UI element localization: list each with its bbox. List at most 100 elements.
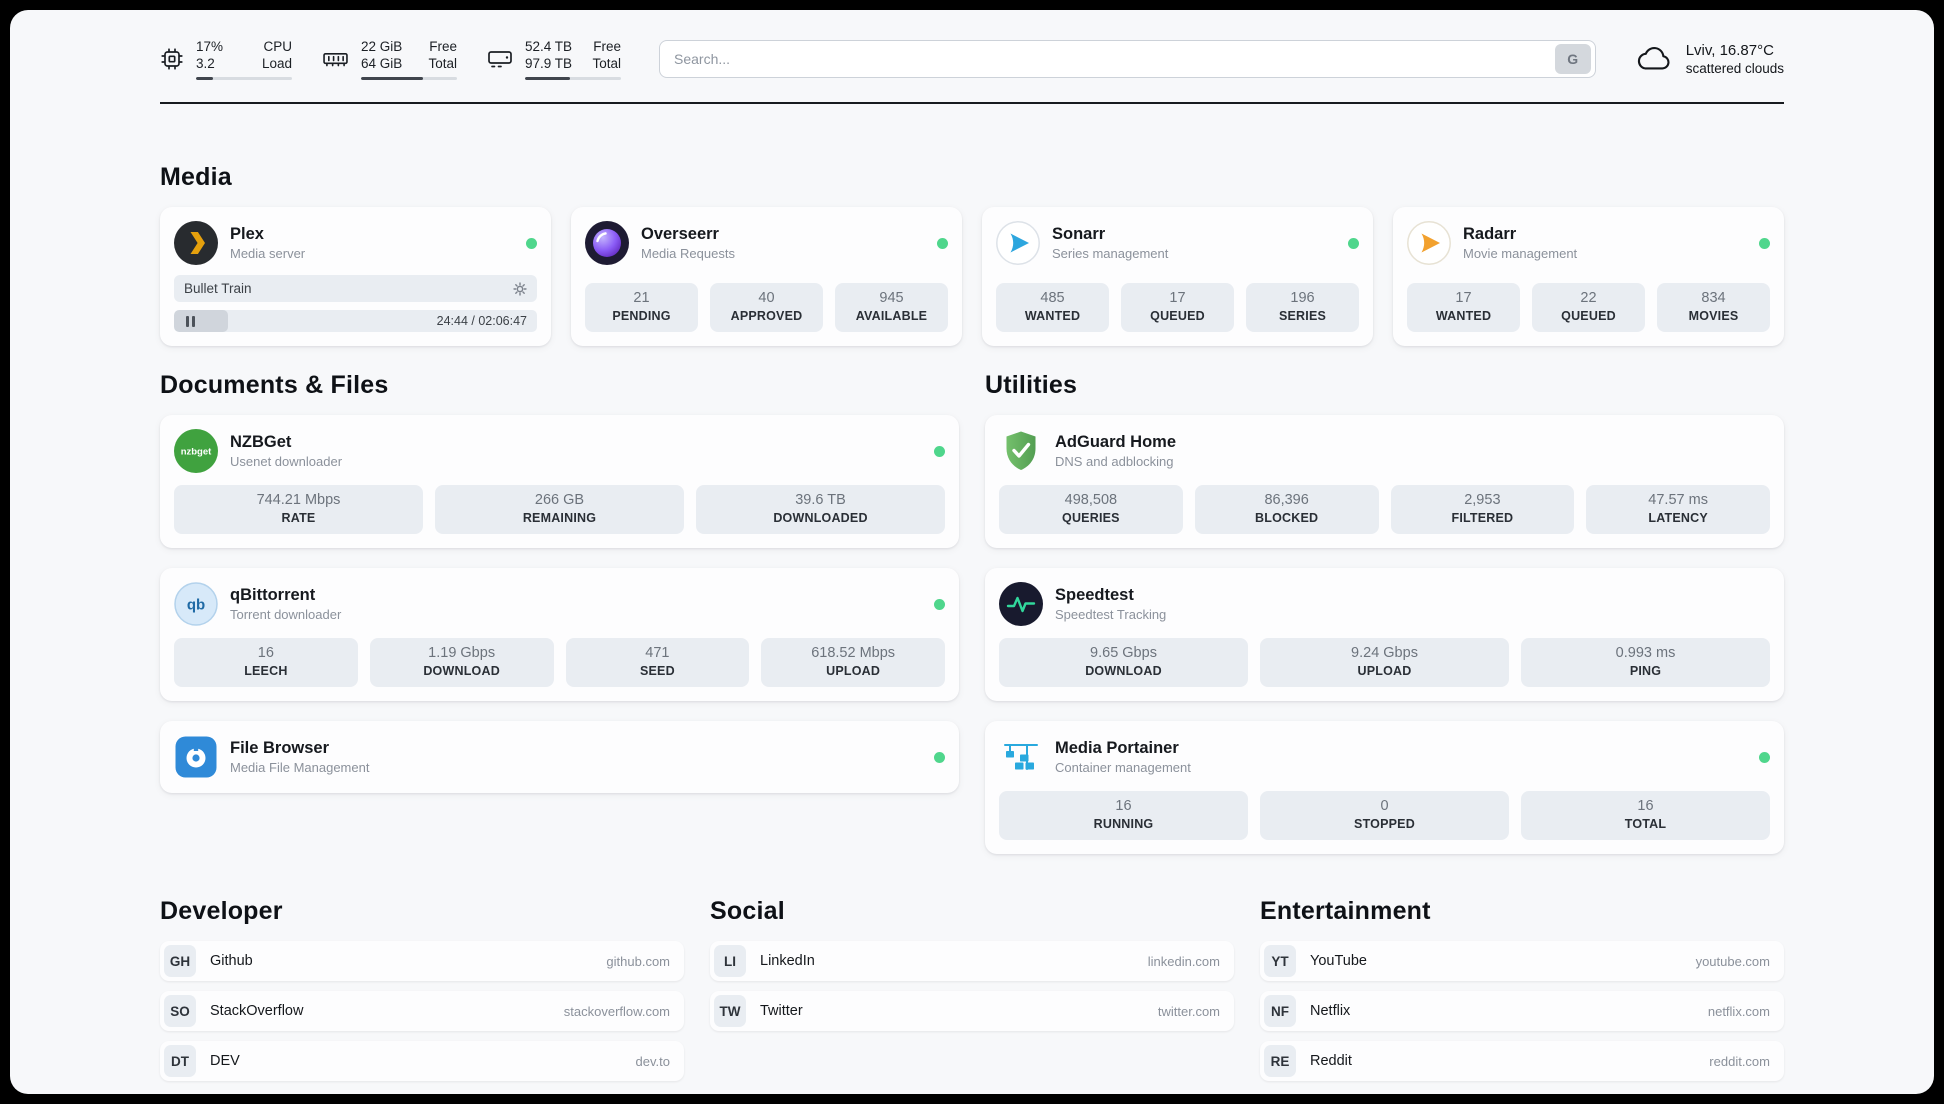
stat-box: 16 LEECH <box>174 638 358 687</box>
bookmark-netflix[interactable]: NF Netflix netflix.com <box>1260 991 1784 1031</box>
bookmark-abbr: DT <box>164 1045 196 1077</box>
disk-free-label: Free <box>593 39 621 54</box>
settings-gear-icon[interactable] <box>513 281 527 296</box>
plex-card[interactable]: Plex Media server Bullet Train 24:44 / 0 <box>160 207 551 346</box>
stat-value: 40 <box>758 290 775 306</box>
playback-time: 24:44 / 02:06:47 <box>436 314 527 328</box>
bookmark-group-social: Social LI LinkedIn linkedin.com TW Twitt… <box>710 896 1234 1081</box>
radarr-card[interactable]: Radarr Movie management 17 WANTED 22 QUE… <box>1393 207 1784 346</box>
app-desc: Torrent downloader <box>230 607 342 622</box>
ram-total-value: 64 GiB <box>361 56 403 71</box>
app-desc: Container management <box>1055 760 1191 775</box>
stat-label: MOVIES <box>1688 309 1739 323</box>
stat-box: 17 WANTED <box>1407 283 1520 332</box>
stat-label: SEED <box>639 664 675 678</box>
section-title-developer: Developer <box>160 897 283 925</box>
bookmark-twitter[interactable]: TW Twitter twitter.com <box>710 991 1234 1031</box>
ram-total-label: Total <box>428 56 457 71</box>
bookmark-abbr: RE <box>1264 1045 1296 1077</box>
app-name: File Browser <box>230 739 330 757</box>
cpu-widget: 17% CPU 3.2 Load <box>160 38 292 80</box>
app-name: NZBGet <box>230 433 292 451</box>
stat-value: 1.19 Gbps <box>428 645 496 661</box>
filebrowser-card[interactable]: File Browser Media File Management <box>160 721 959 793</box>
stat-box: 196 SERIES <box>1246 283 1359 332</box>
bookmark-abbr: YT <box>1264 945 1296 977</box>
bookmark-youtube[interactable]: YT YouTube youtube.com <box>1260 941 1784 981</box>
weather-condition: scattered clouds <box>1685 60 1784 76</box>
disk-total-value: 97.9 TB <box>525 56 573 71</box>
disk-free-value: 52.4 TB <box>525 39 573 54</box>
pause-button[interactable] <box>174 315 207 327</box>
bookmark-github[interactable]: GH Github github.com <box>160 941 684 981</box>
sonarr-icon <box>996 221 1040 265</box>
search-input[interactable] <box>674 51 1555 67</box>
stat-label: WANTED <box>1024 309 1081 323</box>
sonarr-card[interactable]: Sonarr Series management 485 WANTED 17 Q… <box>982 207 1373 346</box>
ram-widget: 22 GiB Free 64 GiB Total <box>322 38 457 80</box>
stat-value: 196 <box>1290 290 1315 306</box>
stat-box: 16 RUNNING <box>999 791 1248 840</box>
cpu-label: CPU <box>263 39 292 54</box>
stat-label: TOTAL <box>1624 817 1667 831</box>
stat-value: 2,953 <box>1464 492 1501 508</box>
status-dot <box>1759 237 1770 249</box>
overseerr-card[interactable]: Overseerr Media Requests 21 PENDING 40 A… <box>571 207 962 346</box>
app-name: Overseerr <box>641 225 719 243</box>
bookmark-abbr: SO <box>164 995 196 1027</box>
stat-box: 0 STOPPED <box>1260 791 1509 840</box>
playback-progress-bar[interactable]: 24:44 / 02:06:47 <box>174 310 537 332</box>
bookmark-abbr: GH <box>164 945 196 977</box>
bookmark-stackoverflow[interactable]: SO StackOverflow stackoverflow.com <box>160 991 684 1031</box>
bookmark-url: linkedin.com <box>1147 953 1220 969</box>
status-dot <box>937 237 948 249</box>
stat-label: BLOCKED <box>1255 511 1319 525</box>
status-dot <box>934 598 945 610</box>
stat-label: DOWNLOADED <box>773 511 868 525</box>
stat-label: UPLOAD <box>826 664 881 678</box>
stat-value: 471 <box>645 645 670 661</box>
bookmark-url: github.com <box>606 953 670 969</box>
stat-box: 834 MOVIES <box>1657 283 1770 332</box>
app-desc: Usenet downloader <box>230 454 343 469</box>
stat-value: 17 <box>1169 290 1186 306</box>
app-name: AdGuard Home <box>1055 433 1177 451</box>
app-name: qBittorrent <box>230 586 316 604</box>
speedtest-card[interactable]: Speedtest Speedtest Tracking 9.65 Gbps D… <box>985 568 1784 701</box>
bookmark-name: YouTube <box>1310 953 1367 969</box>
section-documents: Documents & Files nzbget NZBGet Usenet d… <box>160 370 959 854</box>
bookmark-name: Twitter <box>760 1003 803 1019</box>
bookmark-reddit[interactable]: RE Reddit reddit.com <box>1260 1041 1784 1081</box>
nzbget-card[interactable]: nzbget NZBGet Usenet downloader 744.21 M… <box>160 415 959 548</box>
stat-box: 39.6 TB DOWNLOADED <box>696 485 945 534</box>
stat-label: APPROVED <box>730 309 803 323</box>
stat-label: PENDING <box>612 309 671 323</box>
search-engine-button[interactable]: G <box>1554 44 1591 74</box>
stat-value: 16 <box>257 645 274 661</box>
stat-value: 498,508 <box>1064 492 1118 508</box>
portainer-card[interactable]: Media Portainer Container management 16 … <box>985 721 1784 854</box>
adguard-card[interactable]: AdGuard Home DNS and adblocking 498,508 … <box>985 415 1784 548</box>
stat-box: 9.65 Gbps DOWNLOAD <box>999 638 1248 687</box>
stat-value: 47.57 ms <box>1648 492 1708 508</box>
stat-label: QUEUED <box>1150 309 1205 323</box>
bookmark-linkedin[interactable]: LI LinkedIn linkedin.com <box>710 941 1234 981</box>
cpu-icon <box>161 48 183 70</box>
bookmark-name: Netflix <box>1310 1003 1351 1019</box>
top-bar: 17% CPU 3.2 Load 22 GiB Free <box>160 36 1784 82</box>
radarr-icon <box>1407 221 1451 265</box>
bookmark-url: stackoverflow.com <box>563 1003 670 1019</box>
stat-label: STOPPED <box>1354 817 1415 831</box>
plex-icon <box>174 221 218 265</box>
stat-value: 9.24 Gbps <box>1351 645 1418 661</box>
disk-usage-bar <box>525 77 621 80</box>
qbittorrent-icon: qb <box>174 582 218 626</box>
stat-box: 618.52 Mbps UPLOAD <box>761 638 945 687</box>
weather-widget: Lviv, 16.87°C scattered clouds <box>1634 41 1784 78</box>
portainer-icon <box>1004 744 1038 770</box>
bookmark-dev[interactable]: DT DEV dev.to <box>160 1041 684 1081</box>
stat-box: 266 GB REMAINING <box>435 485 684 534</box>
qbittorrent-card[interactable]: qb qBittorrent Torrent downloader 16 LEE… <box>160 568 959 701</box>
section-title-documents: Documents & Files <box>160 371 389 399</box>
stat-label: FILTERED <box>1451 511 1514 525</box>
